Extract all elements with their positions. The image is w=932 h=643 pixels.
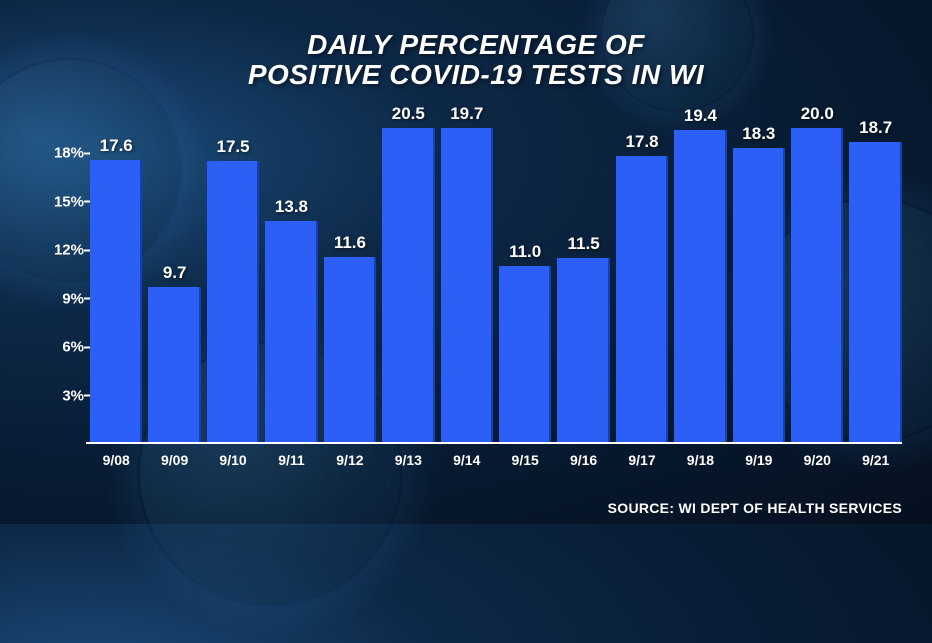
x-tick-label: 9/13 [382, 452, 434, 468]
bar-wrap: 19.4 [674, 104, 726, 444]
y-axis: 3% 6% 9% 12% 15% 18% [44, 104, 84, 444]
bar [382, 128, 434, 444]
bar-wrap: 11.5 [557, 104, 609, 444]
bar-value-label: 17.6 [100, 136, 133, 156]
x-tick-label: 9/10 [207, 452, 259, 468]
bar-wrap: 11.0 [499, 104, 551, 444]
x-tick-label: 9/15 [499, 452, 551, 468]
bar [265, 221, 317, 444]
chart-title: DAILY PERCENTAGE OF POSITIVE COVID-19 TE… [50, 30, 902, 90]
title-line-2: POSITIVE COVID-19 TESTS IN WI [50, 60, 902, 90]
bar-value-label: 13.8 [275, 197, 308, 217]
bar-value-label: 9.7 [163, 263, 187, 283]
bar-value-label: 17.5 [217, 137, 250, 157]
bar-wrap: 18.3 [733, 104, 785, 444]
bar-wrap: 17.6 [90, 104, 142, 444]
bar-wrap: 20.5 [382, 104, 434, 444]
bar-value-label: 11.5 [568, 234, 600, 254]
y-tick: 18% [44, 145, 84, 162]
bar-value-label: 19.7 [450, 104, 483, 124]
y-tick-label: 18% [54, 145, 84, 162]
bar-wrap: 19.7 [441, 104, 493, 444]
y-tick-label: 6% [62, 339, 84, 356]
bar-wrap: 13.8 [265, 104, 317, 444]
y-tick: 15% [44, 193, 84, 210]
bar-value-label: 11.0 [509, 242, 541, 262]
bar [674, 130, 726, 444]
bar [791, 128, 843, 444]
y-tick-label: 9% [62, 290, 84, 307]
x-tick-label: 9/08 [90, 452, 142, 468]
bar [557, 258, 609, 444]
x-axis-labels: 9/08 9/09 9/10 9/11 9/12 9/13 9/14 9/15 9/16 9/17… [90, 452, 902, 468]
bar-value-label: 11.6 [334, 233, 366, 253]
x-tick-label: 9/17 [616, 452, 668, 468]
bar-wrap: 17.8 [616, 104, 668, 444]
plot-area: 3%6%9%12%15%18% 17.69.717.513.811.620.51… [86, 104, 902, 444]
y-tick: 12% [44, 242, 84, 259]
bar-wrap: 9.7 [148, 104, 200, 444]
bar-value-label: 18.7 [859, 118, 892, 138]
bar-value-label: 19.4 [684, 106, 717, 126]
bar-value-label: 20.0 [801, 104, 834, 124]
x-tick-label: 9/19 [733, 452, 785, 468]
y-tick-label: 3% [62, 387, 84, 404]
x-tick-label: 9/14 [441, 452, 493, 468]
bar [733, 148, 785, 444]
bar-wrap: 17.5 [207, 104, 259, 444]
source-attribution: SOURCE: WI DEPT OF HEALTH SERVICES [608, 500, 902, 516]
y-tick-label: 15% [54, 193, 84, 210]
bar [499, 266, 551, 444]
title-line-1: DAILY PERCENTAGE OF [50, 30, 902, 60]
bar-wrap: 20.0 [791, 104, 843, 444]
bar [90, 160, 142, 445]
bar-value-label: 17.8 [625, 132, 658, 152]
bar [324, 257, 376, 445]
x-tick-label: 9/09 [148, 452, 200, 468]
bar-value-label: 18.3 [742, 124, 775, 144]
bar-wrap: 18.7 [849, 104, 901, 444]
bar [441, 128, 493, 444]
bars-group: 17.6 9.7 17.5 13.8 11.6 20.5 19.7 11.0 11.5 17.8 1… [90, 104, 902, 444]
y-tick-label: 12% [54, 242, 84, 259]
y-tick: 6% [44, 339, 84, 356]
x-tick-label: 9/21 [849, 452, 901, 468]
x-axis-baseline [86, 442, 902, 444]
y-tick: 3% [44, 387, 84, 404]
y-tick: 9% [44, 290, 84, 307]
bar [616, 156, 668, 444]
bar-wrap: 11.6 [324, 104, 376, 444]
chart-container: DAILY PERCENTAGE OF POSITIVE COVID-19 TE… [50, 30, 902, 494]
bar-value-label: 20.5 [392, 104, 425, 124]
bar [148, 287, 200, 444]
bar [849, 142, 901, 445]
x-tick-label: 9/11 [265, 452, 317, 468]
x-tick-label: 9/12 [324, 452, 376, 468]
x-tick-label: 9/18 [674, 452, 726, 468]
x-tick-label: 9/16 [557, 452, 609, 468]
x-tick-label: 9/20 [791, 452, 843, 468]
bar [207, 161, 259, 444]
